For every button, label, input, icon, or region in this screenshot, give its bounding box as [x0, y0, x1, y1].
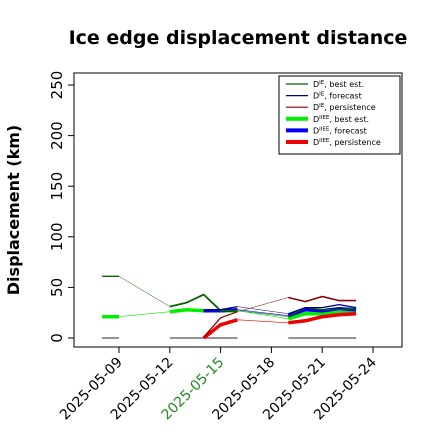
series-line-iiee-persistence	[288, 311, 357, 325]
legend-entry: DIIEE, persistence	[313, 138, 381, 147]
series-line-ie-forecast-connector	[237, 306, 289, 314]
legend: DIE, best est. DIE, forecast DIE, persiste…	[278, 75, 401, 155]
series-line-ie-persistence	[203, 311, 238, 338]
y-tick-label: 100	[48, 222, 66, 251]
legend-entry: DIE, best est.	[313, 80, 364, 89]
x-axis: 2025-05-092025-05-122025-05-152025-05-18…	[57, 347, 380, 423]
series-line-ie-forecast	[288, 303, 357, 315]
series-line-ie-persistence-connector	[237, 297, 289, 312]
y-tick-label: 250	[48, 71, 66, 100]
series-line-ie-best	[169, 293, 238, 312]
y-tick-label: 200	[48, 121, 66, 150]
series-line-ie-forecast	[203, 305, 238, 312]
legend-entry: DIE, persistence	[313, 103, 376, 112]
y-tick-label: 150	[48, 172, 66, 201]
plot-area	[73, 72, 403, 348]
y-tick-label: 0	[48, 333, 66, 343]
legend-entry: DIIEE, best est.	[313, 115, 369, 124]
series-line-iiee-persistence-connector	[237, 319, 289, 324]
series-group	[102, 275, 357, 340]
series-line-ie-best-connector	[118, 276, 170, 307]
chart-title: Ice edge displacement distance	[69, 27, 408, 49]
series-line-iiee-forecast-connector	[237, 309, 289, 316]
y-axis-label: Displacement (km)	[4, 125, 23, 295]
y-axis: 0 50 100 150 200 250	[48, 71, 74, 343]
legend-entry: DIE, forecast	[313, 92, 362, 101]
series-line-ie-best-connector	[237, 310, 289, 317]
series-line-iiee-best-connector	[237, 310, 289, 320]
series-line-iiee-persistence	[202, 318, 238, 340]
legend-entry: DIIEE, forecast	[313, 126, 367, 135]
series-line-ie-persistence	[288, 295, 357, 303]
series-line-ie-best	[287, 306, 357, 318]
series-line-iiee-best-connector	[118, 311, 170, 317]
y-tick-label: 50	[48, 278, 66, 297]
